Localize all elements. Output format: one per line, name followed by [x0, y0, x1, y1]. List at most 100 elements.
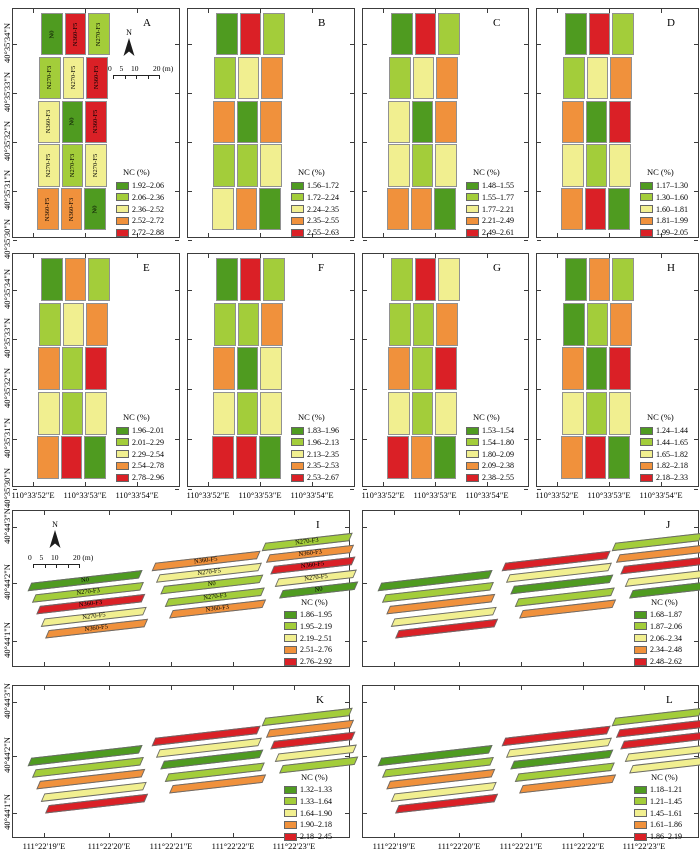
- axis-tick: [85, 233, 86, 237]
- legend-swatch: [291, 473, 304, 482]
- field-plot: [239, 258, 261, 301]
- axis-tick: [435, 233, 436, 237]
- axis-tick: [661, 9, 662, 13]
- legend-swatch: [116, 193, 129, 202]
- field-plot: [64, 258, 86, 301]
- axis-tick: [188, 439, 192, 441]
- field-plot: [389, 56, 411, 99]
- axis-tick: [13, 583, 17, 584]
- axis-tick: [487, 482, 488, 486]
- field-plot: [563, 302, 585, 346]
- x-axis-label: 110°33'52"E: [186, 490, 230, 500]
- axis-tick: [524, 339, 528, 341]
- field-plot: [435, 100, 457, 143]
- axis-tick: [394, 662, 395, 666]
- axis-tick: [109, 686, 110, 690]
- panel-B: B NC (%) 1.56–1.72 1.72–2.24 2.24–2.35 2.35–2…: [187, 8, 355, 241]
- axis-tick: [13, 191, 17, 192]
- plot-treatment-label: N360-F5: [71, 22, 79, 46]
- legend-label: 1.65–1.82: [656, 449, 688, 459]
- legend-entry: 2.52–2.72: [116, 216, 164, 225]
- axis-tick: [383, 9, 384, 13]
- legend-label: 2.38–2.55: [482, 473, 514, 483]
- axis-tick: [524, 191, 528, 192]
- field-plot: [565, 258, 587, 301]
- axis-tick: [44, 511, 45, 515]
- legend-entry: 1.18–1.21: [634, 785, 682, 794]
- strip-group: [27, 745, 149, 818]
- axis-tick: [188, 44, 192, 45]
- legend-label: 1.48–1.55: [482, 181, 514, 190]
- axis-tick: [13, 289, 17, 291]
- panel-I: I N0 N270-F3 N360-F3 N270-F5 N360-F5 N360-F5 N2…: [2, 508, 359, 667]
- strip-group: [501, 725, 617, 799]
- legend-swatch: [291, 228, 304, 237]
- axis-tick: [524, 389, 528, 391]
- scalebar-tick: [79, 564, 80, 568]
- legend-label: 1.87–2.06: [650, 621, 682, 631]
- axis-tick: [175, 339, 179, 341]
- axis-tick: [312, 254, 313, 258]
- strip-group: N0 N270-F3 N360-F3 N270-F5 N360-F5: [27, 570, 149, 643]
- field-plot: [39, 302, 61, 346]
- legend-swatch: [284, 610, 297, 619]
- axis-tick: [363, 641, 367, 642]
- axis-tick: [260, 233, 261, 237]
- field-plot: [213, 144, 235, 187]
- legend-entry: 1.65–1.82: [640, 450, 688, 459]
- north-label: N: [126, 28, 132, 37]
- field-plot: [609, 391, 631, 435]
- legend-swatch: [466, 228, 479, 237]
- legend-label: 1.33–1.64: [300, 796, 332, 806]
- strip-treatment-label: N0: [80, 576, 90, 585]
- axis-tick: [363, 439, 367, 441]
- x-axis-label: 111°22'23"E: [622, 841, 666, 851]
- north-arrow: N: [121, 29, 137, 62]
- axis-tick: [524, 93, 528, 94]
- field-plot: N270-F3: [39, 56, 61, 99]
- legend-swatch: [640, 193, 653, 202]
- axis-tick: [233, 833, 234, 837]
- field-plot: N270-F3: [61, 144, 83, 187]
- panel-letter: C: [493, 17, 501, 29]
- field-plot: [584, 436, 606, 480]
- axis-tick: [557, 9, 558, 13]
- axis-tick: [383, 482, 384, 486]
- field-plot: [237, 302, 259, 346]
- legend-swatch: [640, 450, 653, 459]
- plot-treatment-label: N270-F3: [68, 153, 76, 178]
- axis-tick: [13, 240, 17, 241]
- axis-tick: [188, 240, 192, 241]
- legend-label: 2.35–2.53: [307, 461, 339, 471]
- axis-tick: [13, 812, 17, 814]
- field-plot: N270-F3: [88, 13, 110, 56]
- legend-entry: 2.76–2.92: [284, 657, 332, 666]
- x-axis-label: 111°22'20"E: [437, 841, 481, 851]
- field-plot: [260, 100, 282, 143]
- legend-entry: 1.87–2.06: [634, 622, 682, 631]
- legend-label: 2.55–2.63: [307, 228, 339, 238]
- field-plot: [236, 100, 258, 143]
- legend-entry: 1.80–2.09: [466, 450, 514, 459]
- field-plot: [585, 144, 607, 187]
- panel-J: J NC (%) 1.68–1.87 1.87–2.06 2.06–2.34 2.34–2…: [362, 510, 700, 667]
- panel-letter: B: [318, 17, 326, 29]
- axis-tick: [233, 686, 234, 690]
- panel-H: H NC (%) 1.24–1.44 1.44–1.65 1.65–1.82 1.82–2…: [535, 253, 699, 500]
- field-plot: [259, 188, 281, 231]
- legend-entry: 2.72–2.88: [116, 228, 164, 237]
- field-plot: [38, 391, 60, 435]
- axis-tick: [694, 489, 698, 491]
- axis-tick: [188, 489, 192, 491]
- axis-tick: [85, 9, 86, 13]
- legend-entry: 1.33–1.64: [284, 797, 332, 806]
- legend-entry: 2.21–2.49: [466, 216, 514, 225]
- legend-entry: 1.17–1.30: [640, 181, 688, 190]
- legend-entry: 1.96–2.01: [116, 426, 164, 435]
- axis-tick: [435, 482, 436, 486]
- field-plot: [585, 347, 607, 391]
- axis-tick: [694, 44, 698, 45]
- legend-swatch: [291, 426, 304, 435]
- panel-L: L NC (%) 1.18–1.21 1.21–1.45 1.45–1.61 1.61–1…: [362, 685, 700, 851]
- panel-letter: H: [667, 262, 675, 274]
